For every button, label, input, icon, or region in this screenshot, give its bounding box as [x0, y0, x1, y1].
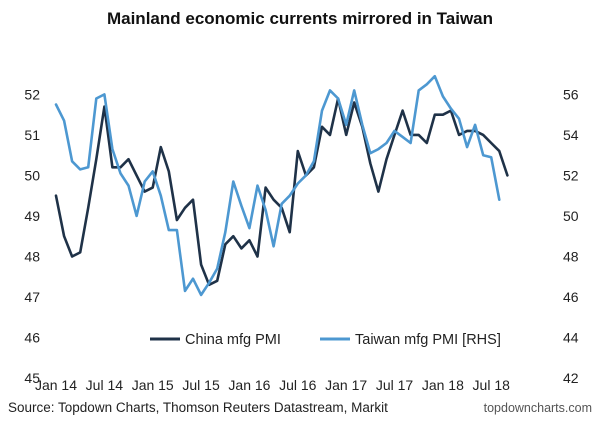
left-axis-tick-label: 51 — [24, 127, 40, 143]
left-axis-ticks: 45 46 47 48 49 50 51 52 — [24, 86, 40, 386]
right-axis-tick-label: 52 — [563, 167, 579, 183]
x-axis-tick-label: Jan 17 — [325, 377, 367, 393]
right-axis-tick-label: 42 — [563, 370, 579, 386]
left-axis-tick-label: 47 — [24, 289, 40, 305]
left-axis-tick-label: 49 — [24, 208, 40, 224]
x-axis-tick-label: Jan 18 — [422, 377, 464, 393]
x-axis-tick-label: Jan 15 — [132, 377, 174, 393]
right-axis-tick-label: 54 — [563, 127, 579, 143]
x-axis-tick-label: Jul 18 — [473, 377, 511, 393]
left-axis-tick-label: 52 — [24, 86, 40, 102]
legend-label-taiwan: Taiwan mfg PMI [RHS] — [355, 332, 501, 348]
left-axis-tick-label: 50 — [24, 167, 40, 183]
right-axis-tick-label: 46 — [563, 289, 579, 305]
source-note: Source: Topdown Charts, Thomson Reuters … — [8, 400, 388, 415]
right-axis-tick-label: 50 — [563, 208, 579, 224]
right-axis-tick-label: 44 — [563, 329, 579, 345]
x-axis-tick-label: Jul 15 — [182, 377, 220, 393]
china-pmi-line — [54, 97, 509, 287]
x-axis-tick-label: Jul 16 — [279, 377, 317, 393]
website-credit: topdowncharts.com — [484, 401, 592, 415]
right-axis-ticks: 42 44 46 48 50 52 54 56 — [563, 86, 579, 386]
chart-title: Mainland economic currents mirrored in T… — [107, 9, 493, 28]
x-axis-tick-label: Jul 17 — [376, 377, 414, 393]
taiwan-pmi-line — [54, 74, 501, 297]
x-axis-tick-label: Jul 14 — [86, 377, 124, 393]
series-lines — [54, 74, 509, 297]
x-axis-tick-label: Jan 14 — [35, 377, 77, 393]
left-axis-tick-label: 48 — [24, 248, 40, 264]
right-axis-tick-label: 56 — [563, 86, 579, 102]
legend-label-china: China mfg PMI — [185, 332, 281, 348]
legend: China mfg PMI Taiwan mfg PMI [RHS] — [150, 332, 501, 348]
x-axis-ticks: Jan 14 Jul 14 Jan 15 Jul 15 Jan 16 Jul 16 Jan … — [35, 377, 510, 393]
right-axis-tick-label: 48 — [563, 248, 579, 264]
left-axis-tick-label: 46 — [24, 329, 40, 345]
x-axis-tick-label: Jan 16 — [228, 377, 270, 393]
left-axis-tick-label: 45 — [24, 370, 40, 386]
